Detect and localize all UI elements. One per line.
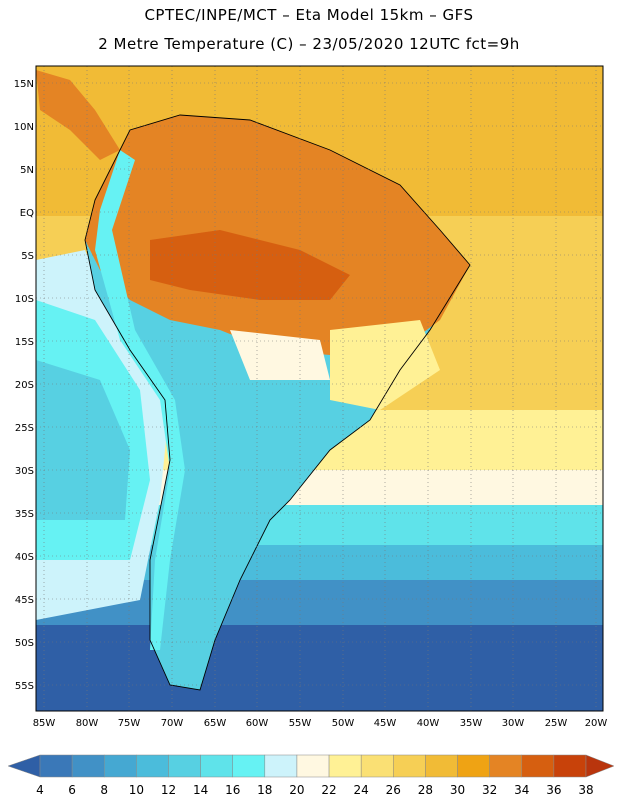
lat-label: 40S (15, 552, 34, 563)
lon-label: 20W (585, 718, 608, 729)
colorbar-box (425, 754, 458, 778)
lon-label: 40W (417, 718, 440, 729)
colorbar-label: 20 (289, 783, 304, 797)
latitude-labels: 15N 10N 5N EQ 5S 10S 15S 20S 25S 30S 35S… (14, 79, 34, 692)
lat-label: 10N (14, 122, 34, 133)
colorbar-label: 38 (578, 783, 593, 797)
colorbar-label: 22 (321, 783, 336, 797)
colorbar-label: 6 (68, 783, 76, 797)
coastline (84, 114, 471, 691)
colorbar-box (328, 754, 362, 778)
colorbar-box (232, 754, 266, 778)
colorbar-box (71, 754, 105, 778)
temperature-field (36, 66, 603, 711)
colorbar-box (489, 754, 523, 778)
colorbar-box (553, 754, 587, 778)
colorbar-box (264, 754, 298, 778)
lat-label: 50S (15, 638, 34, 649)
map-frame (35, 65, 604, 712)
colorbar-box (200, 754, 233, 778)
lon-label: 25W (545, 718, 568, 729)
map-title-line1: CPTEC/INPE/MCT – Eta Model 15km – GFS (144, 6, 474, 24)
colorbar-box (296, 754, 330, 778)
colorbar-box (360, 754, 394, 778)
colorbar-box (521, 754, 555, 778)
lat-label: 10S (15, 294, 34, 305)
colorbar-label: 18 (257, 783, 272, 797)
lat-label: 15S (15, 337, 34, 348)
lat-lon-grid (36, 66, 603, 711)
lat-label: 20S (15, 380, 34, 391)
colorbar-label: 32 (482, 783, 497, 797)
lon-label: 85W (33, 718, 56, 729)
lon-label: 65W (204, 718, 227, 729)
colorbar-label: 24 (354, 783, 369, 797)
lat-label: 15N (14, 79, 34, 90)
lon-label: 50W (332, 718, 355, 729)
colorbar-arrow-left (7, 754, 41, 778)
colorbar-label: 8 (100, 783, 108, 797)
lon-label: 75W (118, 718, 141, 729)
lat-label: 25S (15, 423, 34, 434)
lat-label: 5S (21, 251, 34, 262)
lon-label: 45W (374, 718, 397, 729)
lon-label: 30W (502, 718, 525, 729)
colorbar-label: 36 (546, 783, 561, 797)
colorbar-label: 14 (193, 783, 208, 797)
colorbar-label: 34 (514, 783, 529, 797)
lon-label: 80W (76, 718, 99, 729)
colorbar-label: 28 (418, 783, 433, 797)
colorbar-label: 30 (450, 783, 465, 797)
lat-label: EQ (20, 208, 34, 219)
colorbar-box (136, 754, 169, 778)
colorbar-arrow-right (585, 754, 615, 778)
lat-label: 35S (15, 509, 34, 520)
colorbar-box (103, 754, 137, 778)
lon-label: 55W (289, 718, 312, 729)
lat-label: 45S (15, 595, 34, 606)
colorbar-label: 16 (225, 783, 240, 797)
colorbar: 4 6 8 10 12 14 16 18 20 22 24 26 28 30 32 34 36 38 (7, 754, 615, 797)
colorbar-label: 12 (161, 783, 176, 797)
colorbar-box (168, 754, 201, 778)
lat-label: 30S (15, 466, 34, 477)
colorbar-box (457, 754, 490, 778)
lon-label: 35W (460, 718, 483, 729)
colorbar-label: 26 (386, 783, 401, 797)
colorbar-label: 10 (129, 783, 144, 797)
colorbar-box (393, 754, 426, 778)
longitude-labels: 85W 80W 75W 70W 65W 60W 55W 50W 45W 40W … (33, 718, 608, 729)
lon-label: 70W (161, 718, 184, 729)
colorbar-label: 4 (36, 783, 44, 797)
lon-label: 60W (246, 718, 269, 729)
map-title-line2: 2 Metre Temperature (C) – 23/05/2020 12U… (98, 35, 520, 53)
lat-label: 5N (20, 165, 34, 176)
lat-label: 55S (15, 681, 34, 692)
colorbar-box (39, 754, 73, 778)
